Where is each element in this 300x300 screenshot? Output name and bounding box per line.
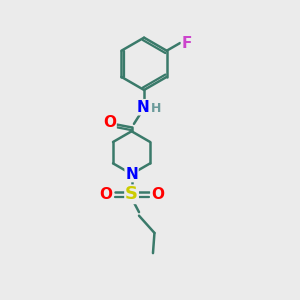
Text: O: O <box>99 187 112 202</box>
Text: S: S <box>125 185 138 203</box>
Text: F: F <box>182 35 192 50</box>
Text: O: O <box>103 116 116 130</box>
Text: O: O <box>151 187 164 202</box>
Text: N: N <box>136 100 149 115</box>
Text: H: H <box>152 102 162 115</box>
Text: N: N <box>125 167 138 182</box>
